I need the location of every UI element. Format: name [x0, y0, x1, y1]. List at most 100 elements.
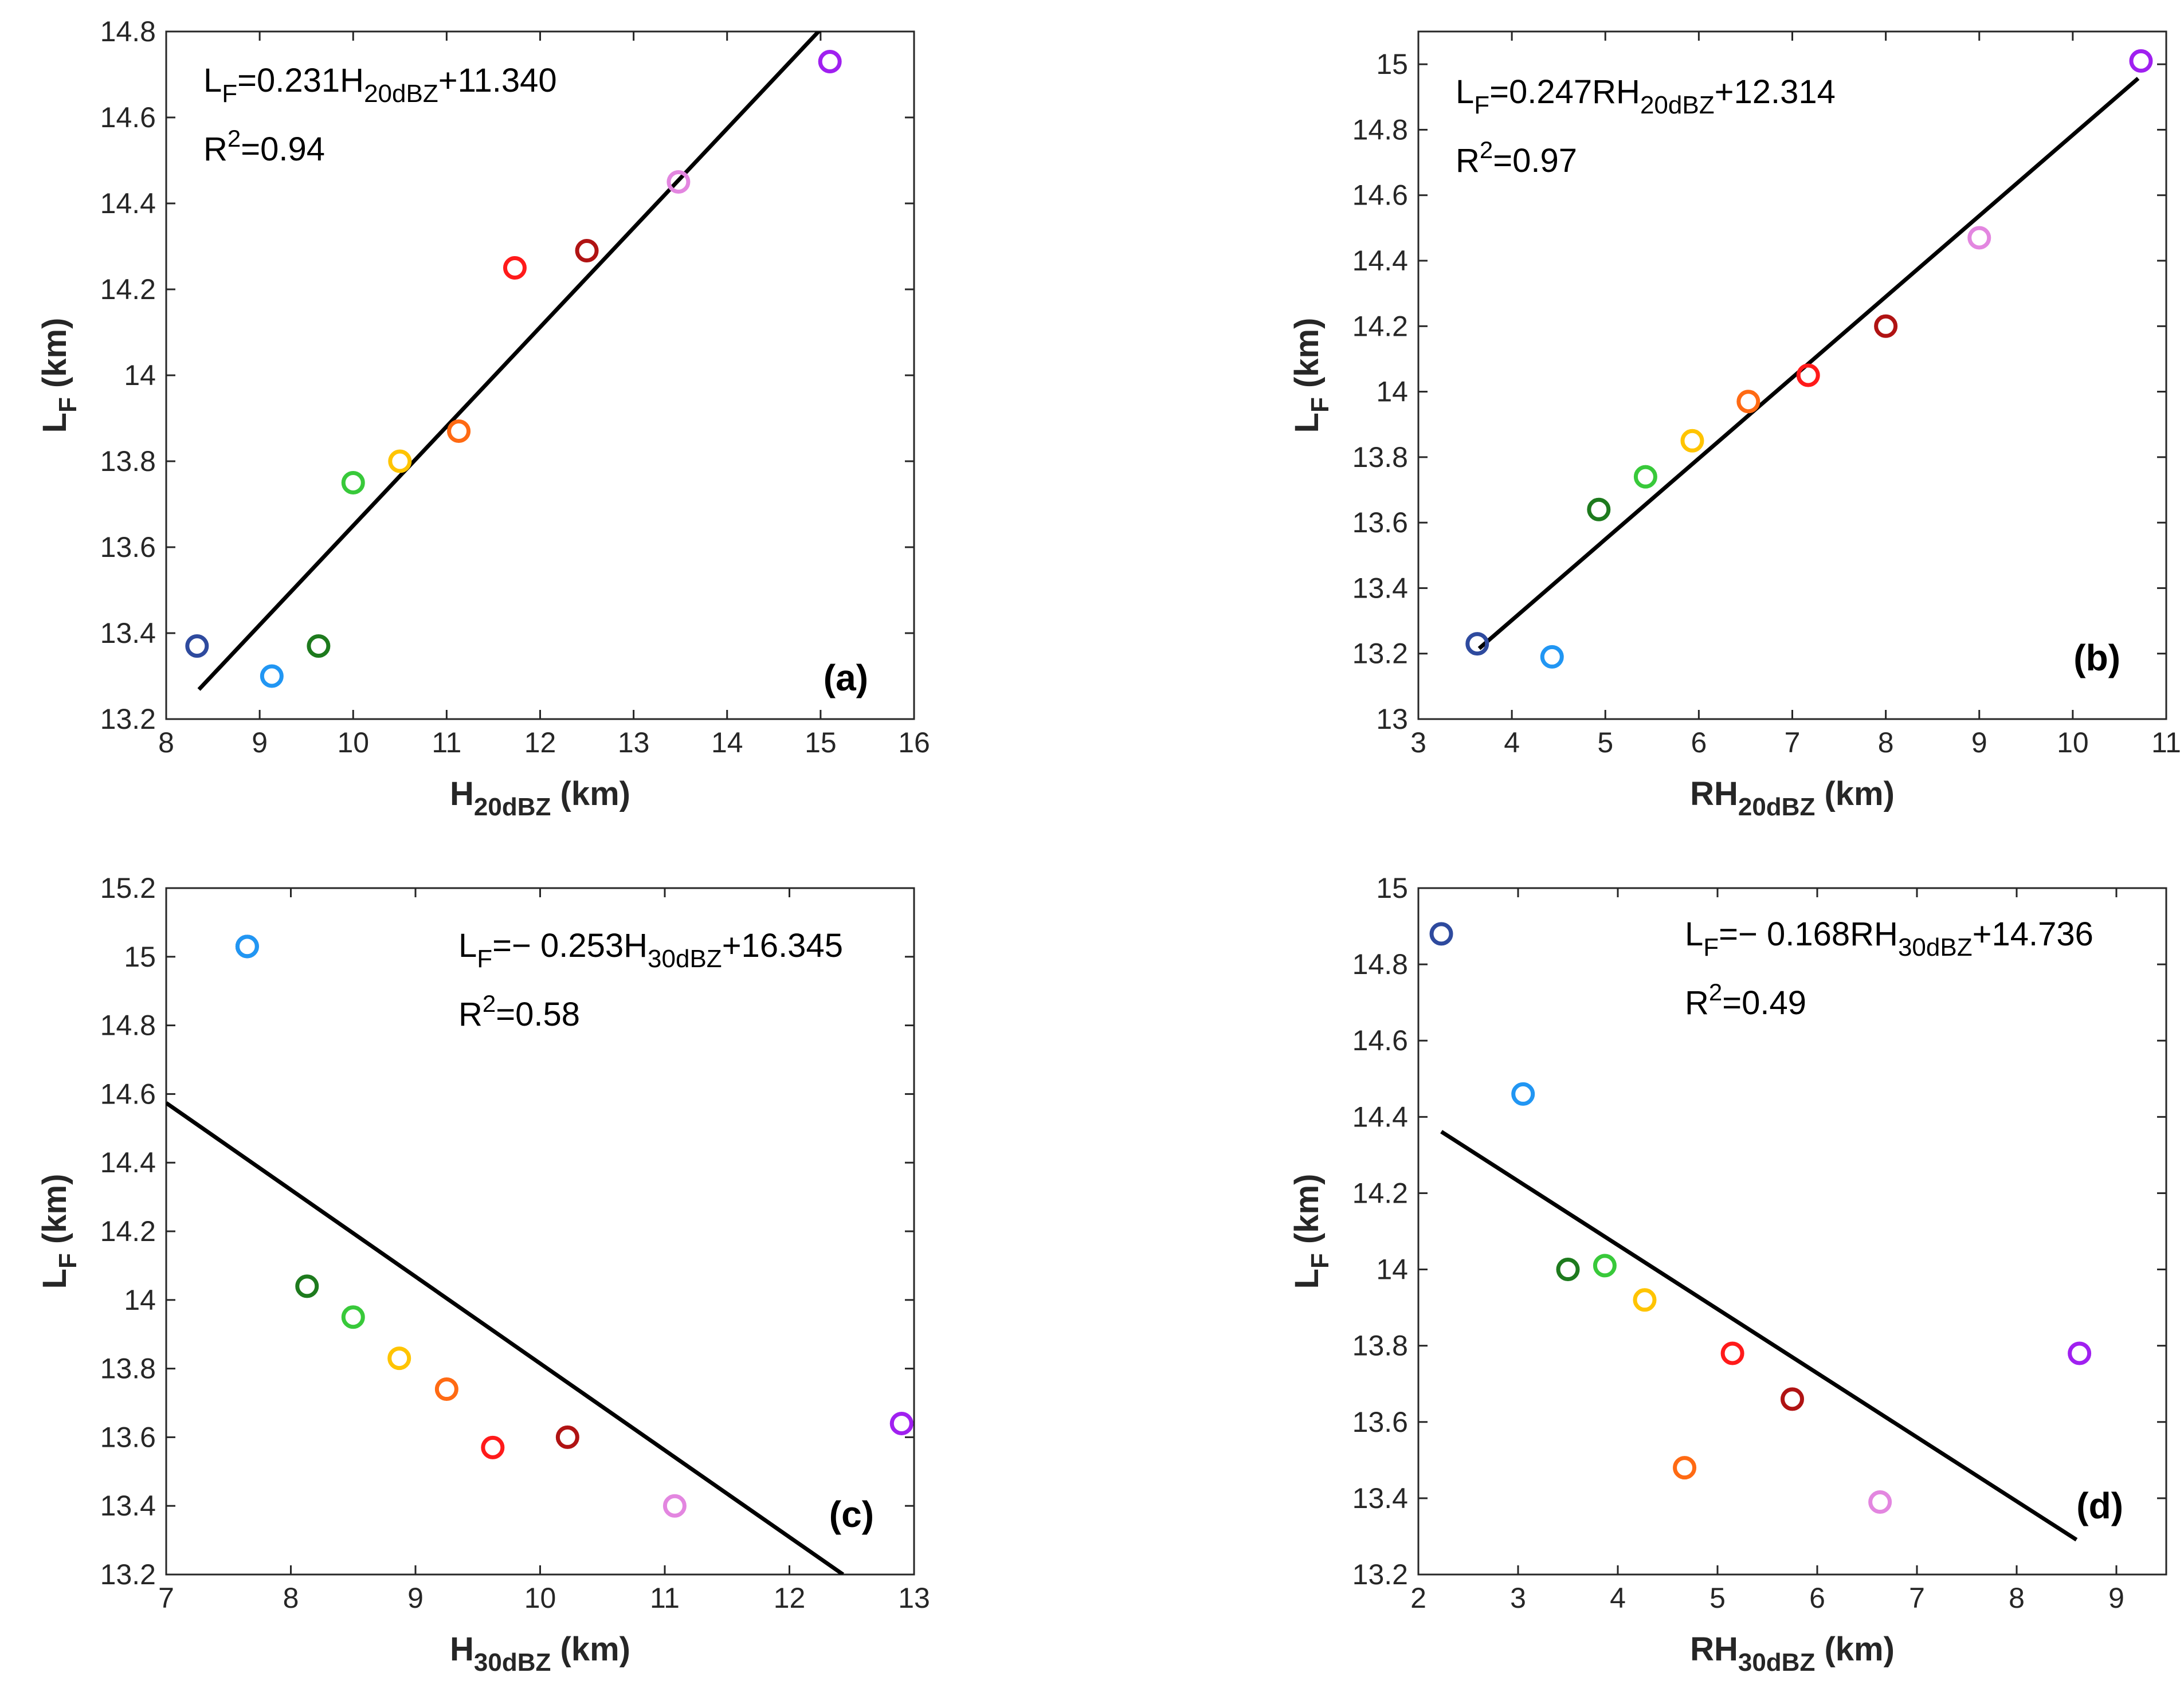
y-tick-label: 14.4 [100, 1147, 156, 1179]
y-axis-label: LF (km) [1288, 1174, 1334, 1289]
data-point [1556, 1258, 1580, 1282]
data-point [666, 170, 691, 194]
y-tick-label: 13.2 [1352, 1558, 1408, 1591]
panel-label: (a) [824, 657, 868, 698]
y-tick-label: 14.6 [1352, 179, 1408, 211]
x-tick-label: 11 [650, 1582, 680, 1614]
x-tick-label: 8 [1878, 727, 1894, 759]
data-point [1673, 1456, 1697, 1480]
panel-label: (d) [2076, 1485, 2123, 1526]
y-tick-label: 14.2 [1352, 310, 1408, 342]
data-point [1781, 1387, 1804, 1411]
data-point [1429, 922, 1453, 946]
y-tick-label: 14.2 [100, 1215, 156, 1247]
data-point [1874, 314, 1898, 338]
data-point [889, 1411, 913, 1435]
y-tick-label: 15 [1376, 872, 1408, 904]
y-tick-label: 14.6 [100, 1078, 156, 1110]
x-axis-label: H20dBZ (km) [450, 775, 630, 821]
y-tick-label: 14.4 [100, 187, 156, 219]
x-axis-label: RH20dBZ (km) [1690, 775, 1895, 821]
plot-frame [1417, 887, 2167, 1576]
x-tick-label: 7 [1909, 1582, 1925, 1614]
data-point [1868, 1490, 1892, 1514]
y-tick-label: 13 [1376, 703, 1408, 735]
x-tick-label: 10 [524, 1582, 556, 1614]
data-point [1511, 1082, 1535, 1106]
x-tick-label: 9 [2108, 1582, 2124, 1614]
y-tick-label: 14.2 [100, 273, 156, 305]
y-tick-label: 13.2 [100, 1558, 156, 1591]
regression-line [1440, 1130, 2078, 1542]
panel-d: 2 3 4 5 6 7 8 9 13.2 13.4 13.6 13.8 14 14.2 14.4 14.6 14… [1288, 872, 2167, 1676]
y-tick-label: 13.8 [100, 445, 156, 477]
r-squared: R2=0.49 [1685, 979, 1806, 1022]
x-tick-label: 5 [1597, 727, 1613, 759]
panel-label: (c) [829, 1494, 874, 1535]
x-tick-label: 5 [1709, 1582, 1726, 1614]
data-point [1587, 497, 1611, 521]
y-tick-label: 15 [1376, 48, 1408, 80]
y-tick-label: 14.8 [1352, 113, 1408, 146]
y-tick-label: 13.6 [100, 531, 156, 563]
y-tick-label: 14.6 [1352, 1024, 1408, 1057]
y-tick-label: 14.8 [100, 15, 156, 48]
panel-b: 3 4 5 6 7 8 9 10 11 13 13.2 13.4 13.6 13.8 14 14.2 14.4 1… [1288, 30, 2181, 821]
y-tick-label: 14.4 [1352, 1101, 1408, 1133]
y-tick-label: 13.4 [100, 617, 156, 649]
data-point [503, 256, 527, 280]
y-tick-label: 14.4 [1352, 245, 1408, 277]
y-tick-label: 13.8 [1352, 1330, 1408, 1362]
x-tick-label: 3 [1510, 1582, 1526, 1614]
x-tick-label: 3 [1410, 727, 1426, 759]
x-tick-label: 10 [2057, 727, 2089, 759]
x-axis-label: RH30dBZ (km) [1690, 1631, 1895, 1676]
x-tick-label: 7 [158, 1582, 174, 1614]
y-tick-label: 13.8 [100, 1353, 156, 1385]
x-tick-label: 16 [898, 727, 930, 759]
r-squared: R2=0.94 [203, 125, 325, 168]
x-tick-label: 14 [711, 727, 743, 759]
regression-equation: LF=− 0.253H30dBZ+16.345 [458, 927, 843, 973]
y-tick-label: 14.8 [1352, 948, 1408, 980]
y-tick-label: 14.2 [1352, 1177, 1408, 1209]
y-tick-label: 13.6 [100, 1421, 156, 1453]
x-tick-label: 15 [805, 727, 837, 759]
x-tick-label: 7 [1785, 727, 1801, 759]
data-point [307, 634, 331, 658]
data-point [341, 1305, 365, 1329]
y-tick-label: 13.8 [1352, 441, 1408, 473]
y-tick-label: 13.2 [1352, 638, 1408, 670]
y-tick-label: 14 [1376, 376, 1408, 408]
data-point [662, 1494, 687, 1518]
x-tick-label: 8 [2009, 1582, 2025, 1614]
data-point [575, 239, 599, 262]
data-point [260, 664, 284, 688]
y-tick-label: 13.6 [1352, 507, 1408, 539]
y-tick-label: 13.4 [1352, 572, 1408, 604]
r-squared: R2=0.58 [458, 990, 580, 1033]
data-point [387, 1346, 411, 1371]
x-tick-label: 6 [1691, 727, 1707, 759]
x-tick-label: 9 [1971, 727, 1987, 759]
data-point [447, 419, 471, 443]
y-tick-label: 14.8 [100, 1010, 156, 1042]
x-tick-label: 11 [2151, 727, 2181, 759]
data-point [1633, 465, 1657, 489]
x-tick-label: 8 [283, 1582, 299, 1614]
x-tick-label: 13 [618, 727, 650, 759]
x-tick-label: 9 [252, 727, 268, 759]
plot-frame [165, 887, 915, 1576]
x-tick-label: 8 [158, 727, 174, 759]
data-point [1967, 226, 1991, 250]
y-axis-label: LF (km) [36, 1174, 82, 1289]
x-tick-label: 9 [407, 1582, 424, 1614]
data-point [481, 1435, 505, 1459]
data-point [434, 1377, 458, 1401]
data-point [2129, 49, 2153, 73]
x-tick-label: 10 [337, 727, 369, 759]
data-point [1796, 363, 1820, 387]
y-tick-label: 14 [124, 359, 156, 391]
regression-equation: LF=0.247RH20dBZ+12.314 [1456, 73, 1836, 119]
